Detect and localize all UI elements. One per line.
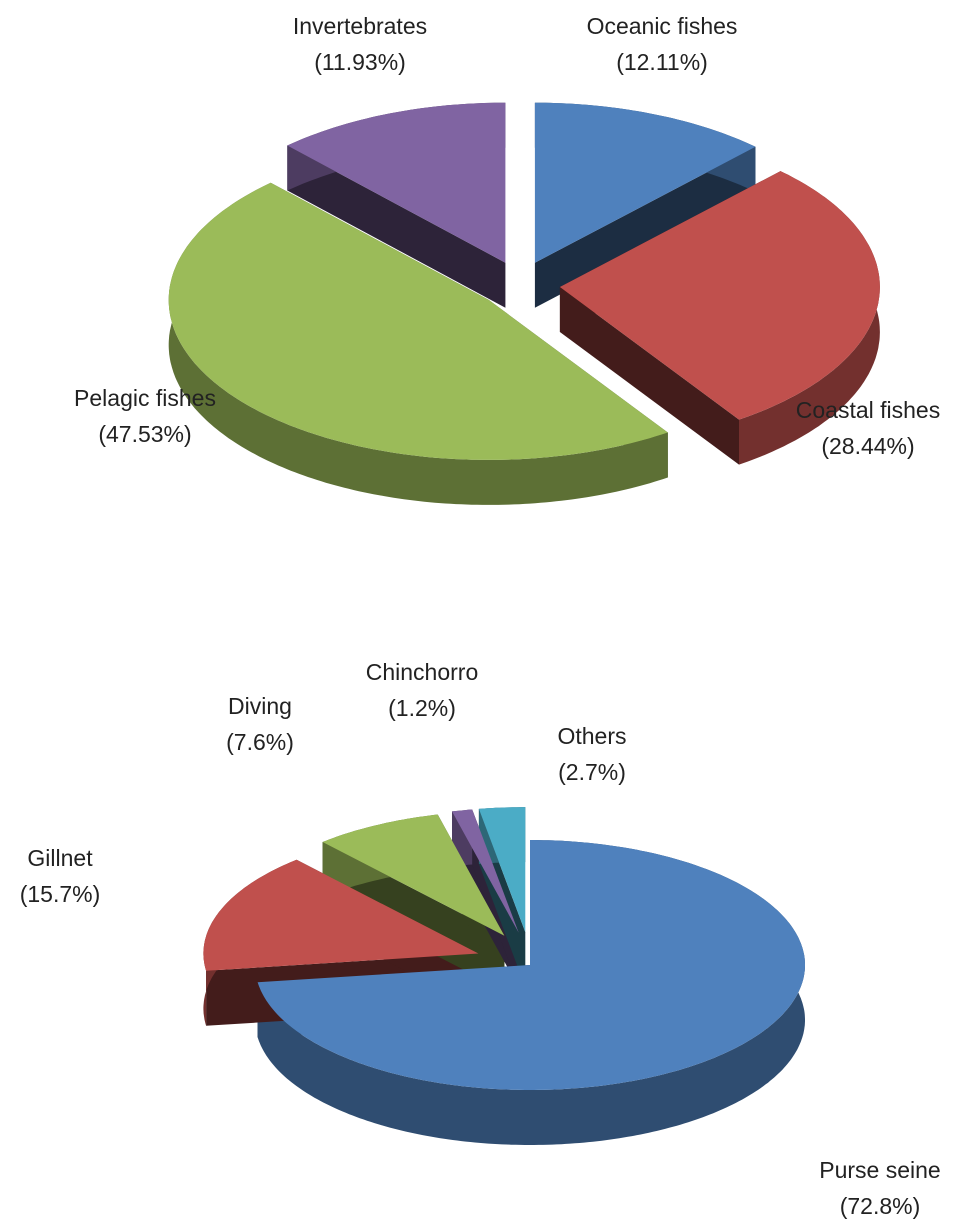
slice-label: Pelagic fishes: [74, 385, 216, 411]
pie-slice: [478, 807, 526, 933]
pie-slice: [168, 182, 668, 460]
slice-label: Others: [557, 723, 626, 749]
pie-slice: [559, 171, 880, 420]
slice-side: [287, 145, 506, 308]
slice-label: Oceanic fishes: [587, 13, 738, 39]
slice-label: Coastal fishes: [796, 397, 940, 423]
slice-value-label: (11.93%): [314, 49, 406, 75]
pie-chart: Oceanic fishes (12.11%) Coastal fishes (28.…: [74, 13, 940, 505]
slice-label: Invertebrates: [293, 13, 427, 39]
pie-slice: [322, 814, 505, 936]
pie-slice: [452, 809, 519, 933]
slice-value-label: (15.7%): [20, 881, 101, 907]
slice-side: [559, 287, 739, 465]
slice-value-label: (28.44%): [821, 433, 914, 459]
slice-value-label: (72.8%): [840, 1193, 921, 1219]
pie-slice: [534, 102, 756, 263]
pie-slice: [203, 859, 479, 971]
slice-value-label: (1.2%): [388, 695, 456, 721]
pie-chart: Purse seine (72.8%) Gillnet (15.7%) Diving (7…: [20, 659, 941, 1219]
slice-value-label: (12.11%): [616, 49, 708, 75]
pie-slice: [287, 102, 506, 263]
slice-label: Chinchorro: [366, 659, 479, 685]
slice-value-label: (47.53%): [98, 421, 191, 447]
slice-label: Purse seine: [819, 1157, 940, 1183]
slice-label: Diving: [228, 693, 292, 719]
slice-value-label: (7.6%): [226, 729, 294, 755]
slice-value-label: (2.7%): [558, 759, 626, 785]
slice-label: Gillnet: [27, 845, 93, 871]
slice-side: [534, 146, 756, 308]
pie-slice: [257, 840, 806, 1090]
